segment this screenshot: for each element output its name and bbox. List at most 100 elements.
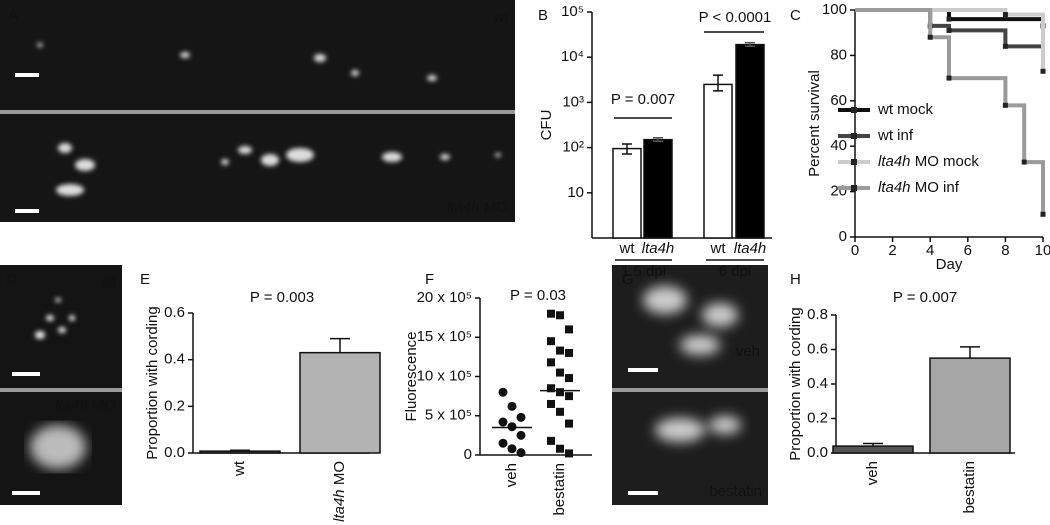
censor-marker [1040, 68, 1046, 74]
legend-label: lta4h MO mock [878, 153, 979, 170]
y-tick-label: 10⁴ [561, 48, 584, 65]
x-tick-label: 8 [1001, 242, 1009, 259]
data-point [556, 346, 564, 355]
legend-label: wt inf [877, 127, 914, 144]
x-tick-label: bestatin [551, 463, 568, 516]
panel-a-image [0, 0, 515, 222]
y-tick-label: 20 x 10⁵ [417, 289, 472, 306]
group-label: 1.5 dpi [621, 263, 666, 280]
data-point [556, 388, 564, 397]
data-point [547, 384, 555, 393]
bar [612, 147, 642, 239]
censor-marker [946, 16, 952, 22]
panel-letter: F [425, 271, 434, 288]
error-bar [330, 337, 350, 353]
annotation: P = 0.003 [250, 289, 314, 306]
bar [703, 83, 733, 239]
y-axis-label: Proportion with cording [787, 307, 804, 460]
panel-letter: D [6, 271, 17, 288]
data-point [547, 358, 555, 367]
y-tick-label: 15 x 10⁵ [417, 328, 472, 345]
bar [199, 450, 281, 454]
y-tick-label: 10 [567, 184, 584, 201]
legend-marker [851, 133, 857, 139]
bar [299, 351, 381, 454]
error-bar [653, 137, 663, 143]
censor-marker [1021, 159, 1027, 165]
panel-letter: C [790, 7, 801, 24]
x-tick-label: lta4h [734, 240, 767, 257]
legend-marker [851, 185, 857, 191]
legend-marker [851, 159, 857, 165]
censor-marker [1002, 12, 1008, 18]
data-point [547, 309, 555, 318]
y-tick-label: 0.0 [164, 444, 185, 461]
image-label: veh [736, 343, 760, 360]
x-tick-label: wt [710, 240, 727, 257]
data-point [565, 392, 573, 401]
image-label: lta4h MO [447, 199, 508, 216]
data-point [507, 444, 517, 454]
y-tick-label: 60 [830, 92, 847, 109]
censor-marker [1040, 211, 1046, 217]
data-point [565, 449, 573, 458]
x-tick-label: 6 [964, 242, 972, 259]
y-axis-label: Proportion with cording [144, 306, 161, 459]
y-tick-label: 10² [562, 139, 584, 156]
x-tick-label: veh [864, 461, 881, 485]
y-tick-label: 20 [830, 183, 847, 200]
y-tick-label: 80 [830, 46, 847, 63]
y-tick-label: 40 [830, 137, 847, 154]
annotation: P = 0.007 [611, 91, 675, 108]
y-tick-label: 10 x 10⁵ [417, 367, 472, 384]
y-tick-label: 0.2 [807, 409, 828, 426]
panel-letter: G [622, 271, 634, 288]
x-tick-label: wt [231, 460, 248, 477]
y-tick-label: 10⁵ [561, 3, 584, 20]
y-tick-label: 5 x 10⁵ [425, 407, 472, 424]
annotation: P < 0.0001 [699, 9, 772, 26]
y-tick-label: 0.6 [164, 304, 185, 321]
x-tick-label: wt [619, 240, 636, 257]
data-point [565, 348, 573, 357]
censor-marker [1002, 102, 1008, 108]
legend-label: wt mock [877, 101, 934, 118]
data-point [547, 337, 555, 346]
data-point [507, 401, 517, 411]
legend-label: lta4h MO inf [878, 179, 960, 196]
image-label: bestatin [709, 483, 762, 500]
panel-letter: B [538, 7, 548, 24]
y-tick-label: 0 [464, 446, 472, 463]
error-bar [230, 449, 250, 452]
y-axis-label: Percent survival [806, 70, 823, 177]
y-axis-label: Fluorescence [403, 331, 420, 421]
x-tick-label: 10 [1035, 242, 1050, 259]
censor-marker [927, 34, 933, 40]
bar [735, 43, 765, 239]
data-point [498, 387, 508, 397]
group-label: 6 dpi [719, 263, 752, 280]
x-tick-label: lta4h [642, 240, 675, 257]
bar [643, 138, 673, 239]
data-point [498, 438, 508, 448]
x-tick-label: lta4h MO [331, 461, 348, 522]
data-point [498, 417, 508, 427]
panel-letter: H [790, 271, 801, 288]
y-tick-label: 0.0 [807, 444, 828, 461]
data-point [565, 325, 573, 334]
panel-d-image [0, 265, 122, 505]
data-point [556, 444, 564, 453]
y-tick-label: 10³ [562, 93, 584, 110]
data-point [556, 368, 564, 377]
error-bar [960, 346, 980, 359]
y-tick-label: 0.4 [807, 375, 828, 392]
y-axis-label: CFU [538, 110, 555, 141]
censor-marker [1002, 43, 1008, 49]
panel-letter: A [8, 7, 18, 24]
data-point [565, 419, 573, 428]
x-axis-label: Day [936, 256, 963, 273]
data-point [547, 436, 555, 445]
bar [832, 445, 914, 454]
x-tick-label: 2 [888, 242, 896, 259]
image-label: wt [492, 9, 509, 26]
